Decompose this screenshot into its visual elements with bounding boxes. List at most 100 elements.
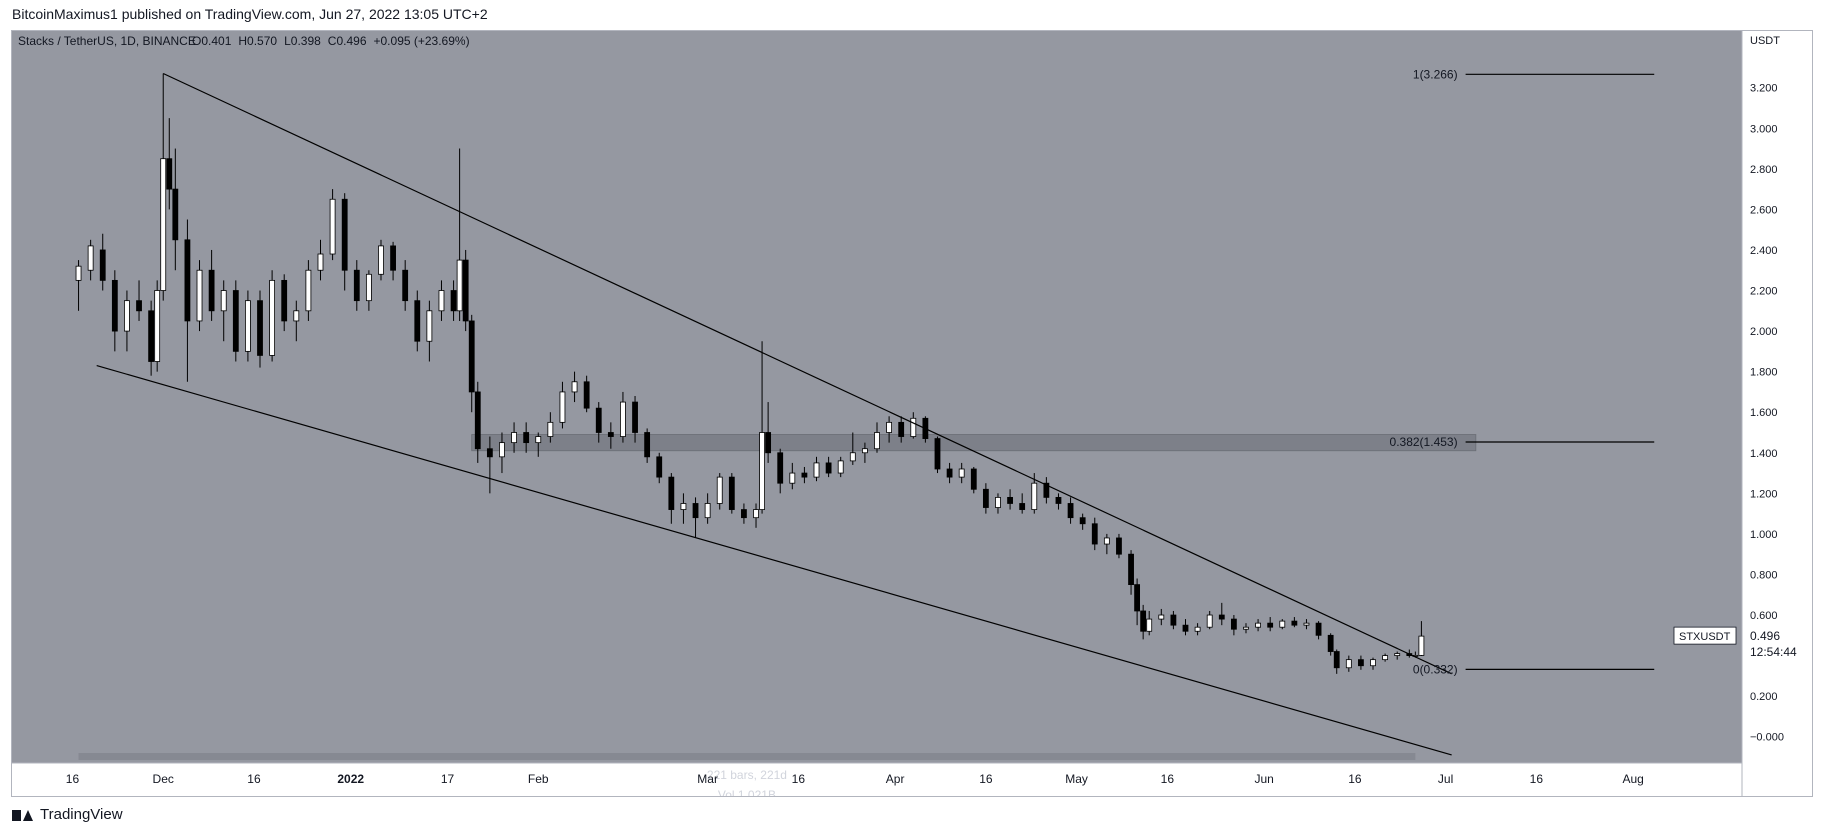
candle-body bbox=[293, 310, 300, 322]
candle-body bbox=[1382, 655, 1389, 661]
candle-body bbox=[995, 496, 1001, 508]
candle bbox=[595, 402, 602, 443]
bar-countdown: 12:54:44 bbox=[1750, 645, 1797, 659]
low-value: 0.398 bbox=[291, 34, 321, 48]
candle-body bbox=[1116, 537, 1122, 555]
price-tick-label: −0.000 bbox=[1750, 732, 1784, 744]
time-tick-label: Jun bbox=[1254, 772, 1273, 786]
candle-body bbox=[329, 198, 336, 255]
fib-level: 0(0.332) bbox=[1413, 662, 1655, 676]
symbol-header: Stacks / TetherUS, 1D, BINANCE bbox=[18, 34, 196, 48]
candle-body bbox=[1128, 553, 1134, 586]
candle-body bbox=[1206, 614, 1213, 628]
candle bbox=[245, 290, 251, 362]
candle bbox=[511, 422, 517, 453]
high-label: H bbox=[238, 34, 247, 48]
candle bbox=[1158, 608, 1165, 626]
candle-body bbox=[1043, 482, 1050, 498]
trendline[interactable] bbox=[96, 364, 1452, 756]
candle bbox=[523, 422, 530, 453]
candle-body bbox=[583, 381, 590, 409]
candle-body bbox=[281, 279, 288, 322]
candle bbox=[1019, 493, 1026, 514]
candle-body bbox=[1158, 614, 1165, 620]
time-scale[interactable] bbox=[12, 763, 1742, 796]
candle bbox=[1370, 657, 1376, 670]
time-tick-label: 2022 bbox=[337, 772, 364, 786]
candle bbox=[1128, 550, 1134, 595]
candle-body bbox=[462, 259, 469, 322]
candle-body bbox=[620, 401, 626, 437]
candle-body bbox=[1291, 620, 1298, 626]
candle bbox=[583, 375, 590, 413]
candle-body bbox=[704, 503, 711, 519]
price-scale[interactable] bbox=[1742, 31, 1812, 796]
candle bbox=[1279, 619, 1286, 630]
candle bbox=[571, 371, 578, 403]
candle-body bbox=[148, 310, 155, 362]
candle bbox=[704, 493, 711, 524]
candle-body bbox=[196, 269, 203, 322]
candle bbox=[172, 148, 179, 271]
candle bbox=[293, 300, 300, 342]
candle-body bbox=[777, 452, 784, 484]
candle-body bbox=[1230, 618, 1237, 630]
candle-body bbox=[305, 269, 312, 312]
candle bbox=[220, 280, 227, 342]
candle-body bbox=[172, 188, 179, 241]
candle bbox=[753, 503, 759, 528]
chart-svg[interactable]: 1(3.266) 0.382(1.453) 0(0.332) 221 bars, 2… bbox=[12, 31, 1812, 796]
candle-body bbox=[644, 432, 651, 458]
candle bbox=[668, 473, 675, 524]
candle-body bbox=[946, 468, 953, 478]
trendline[interactable] bbox=[162, 72, 1452, 675]
time-tick-label: 17 bbox=[441, 772, 455, 786]
candle-body bbox=[99, 249, 106, 281]
candle bbox=[341, 193, 348, 291]
candle bbox=[837, 456, 844, 478]
candle-body bbox=[849, 452, 856, 462]
candle bbox=[1394, 651, 1401, 660]
candle bbox=[390, 241, 396, 281]
candle bbox=[632, 395, 638, 443]
candle-body bbox=[607, 432, 614, 437]
chart-frame[interactable]: 1(3.266) 0.382(1.453) 0(0.332) 221 bars, 2… bbox=[11, 30, 1813, 797]
high-value: 0.570 bbox=[247, 34, 277, 48]
fib-level-label: 0(0.332) bbox=[1413, 662, 1458, 676]
price-tick-label: 2.400 bbox=[1750, 245, 1778, 257]
candle bbox=[789, 462, 796, 490]
price-axis-unit: USDT bbox=[1750, 35, 1780, 47]
date-range-measure bbox=[78, 753, 1416, 760]
candle-body bbox=[765, 432, 772, 454]
candle bbox=[75, 260, 82, 311]
candle-body bbox=[898, 421, 905, 437]
candle bbox=[1103, 533, 1110, 555]
candle bbox=[468, 314, 475, 413]
time-tick-label: Jul bbox=[1438, 772, 1453, 786]
candle-body bbox=[1255, 622, 1261, 628]
candle-body bbox=[378, 245, 384, 275]
candle-body bbox=[111, 279, 118, 332]
candle bbox=[160, 73, 167, 301]
candle bbox=[995, 493, 1001, 514]
candle-body bbox=[1019, 503, 1026, 510]
candle-body bbox=[456, 259, 463, 312]
candle-body bbox=[1091, 523, 1098, 545]
candle bbox=[1315, 621, 1322, 640]
candle-body bbox=[970, 468, 977, 490]
candle bbox=[1206, 610, 1213, 630]
candle bbox=[982, 483, 989, 514]
candle-body bbox=[728, 476, 735, 510]
candle-body bbox=[154, 290, 161, 362]
footer-brand[interactable]: TradingView bbox=[12, 806, 123, 823]
candle bbox=[946, 462, 953, 484]
plot-area[interactable] bbox=[12, 31, 1742, 763]
candle bbox=[692, 497, 699, 538]
candle bbox=[450, 280, 457, 321]
candle bbox=[1091, 517, 1098, 551]
candle-body bbox=[692, 503, 699, 519]
candle bbox=[680, 493, 687, 524]
candle bbox=[402, 260, 409, 311]
time-tick-label: 16 bbox=[1348, 772, 1362, 786]
candle-body bbox=[426, 310, 433, 342]
